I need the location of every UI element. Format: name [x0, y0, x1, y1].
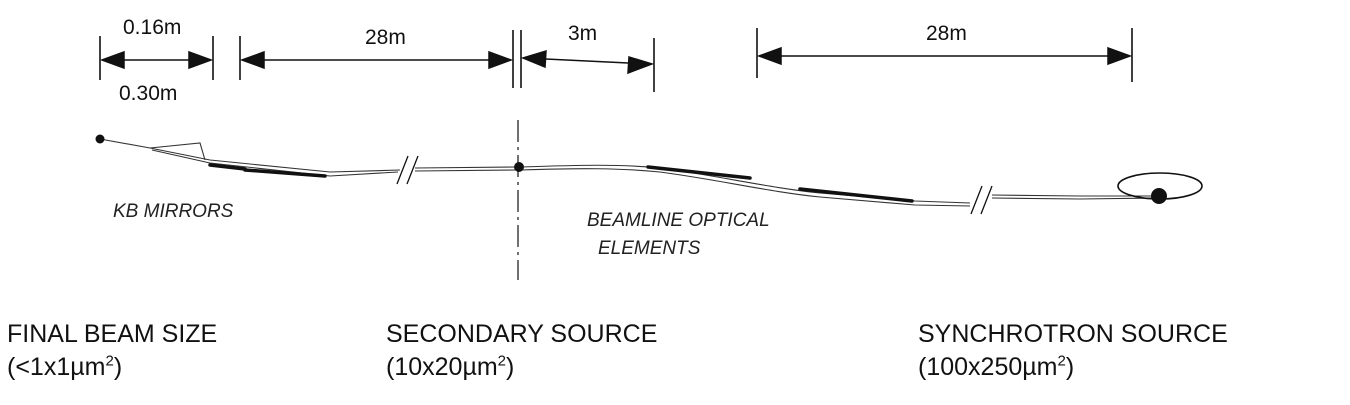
secondary-source-point	[514, 162, 524, 172]
arrowhead-28b-right	[1107, 46, 1133, 66]
final-beam-size: (<1x1µm2)	[7, 352, 123, 381]
dim-label-28m-right: 28m	[926, 22, 967, 45]
optical-element-1	[646, 165, 752, 180]
beamline-optical-label-line1: BEAMLINE OPTICAL	[587, 210, 770, 231]
arrowhead-28a-left	[239, 50, 265, 70]
arrowhead-3m-right	[627, 56, 655, 75]
break-mark-right	[970, 185, 993, 215]
arrowhead-kb-left	[99, 50, 125, 70]
arrowhead-kb-right	[188, 50, 214, 70]
kb-mirrors-label: KB MIRRORS	[113, 201, 234, 222]
optical-element-2	[798, 187, 914, 203]
secondary-source-size: (10x20µm2)	[386, 352, 515, 381]
secondary-source-title: SECONDARY SOURCE	[386, 320, 658, 348]
synchrotron-source-point	[1151, 188, 1167, 204]
final-beam-title: FINAL BEAM SIZE	[7, 320, 218, 348]
dim-label-3m: 3m	[568, 22, 597, 45]
break-mark-left	[396, 155, 419, 185]
synchrotron-source-caption: SYNCHROTRON SOURCE (100x250µm2)	[918, 318, 1228, 384]
final-beam-caption: FINAL BEAM SIZE (<1x1µm2)	[7, 318, 217, 384]
dim-label-kb-focal: 0.16m	[123, 16, 181, 39]
arrowhead-3m-left	[520, 49, 547, 69]
secondary-source-caption: SECONDARY SOURCE (10x20µm2)	[386, 318, 657, 384]
dim-label-kb-length: 0.30m	[119, 82, 177, 105]
beamline-optical-label-line2: ELEMENTS	[598, 238, 701, 259]
dim-label-28m-left: 28m	[365, 26, 406, 49]
kb-mirror-1	[208, 163, 247, 171]
synchrotron-source-size: (100x250µm2)	[918, 352, 1075, 381]
synchrotron-source-title: SYNCHROTRON SOURCE	[918, 320, 1228, 348]
kb-mirror-2	[243, 168, 327, 178]
final-focus-point	[95, 134, 105, 144]
arrowhead-28b-left	[756, 46, 782, 66]
arrowhead-28a-right	[488, 50, 514, 70]
